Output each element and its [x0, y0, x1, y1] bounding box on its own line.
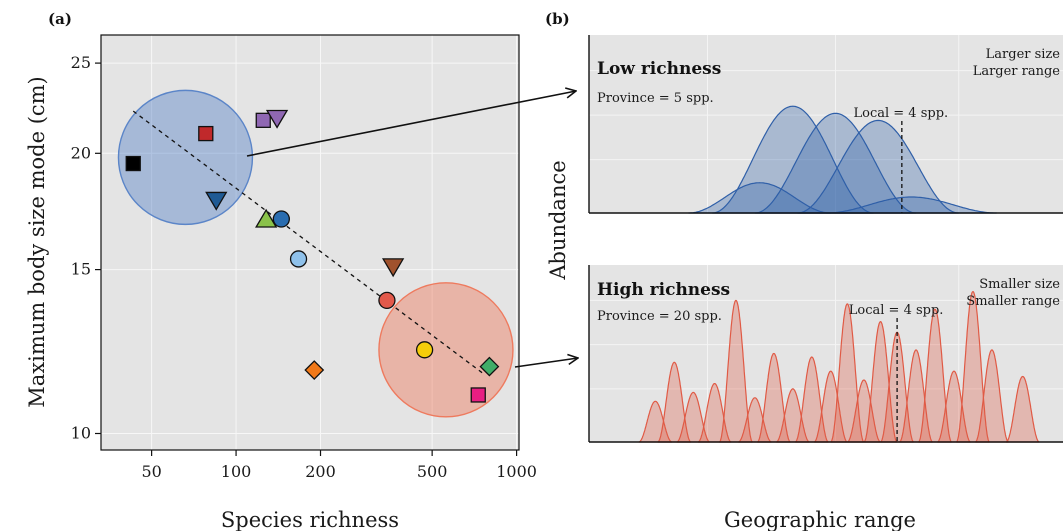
size-range-label: Larger size — [986, 47, 1061, 62]
low-richness-title: Low richness — [597, 59, 721, 79]
range-curve — [830, 303, 865, 443]
panel-b: Low richness Province = 5 spp. Local = 4 s… — [588, 35, 1063, 443]
y-tick-label: 20 — [71, 143, 91, 162]
panel-a-background — [101, 35, 519, 450]
range-curve — [1006, 375, 1040, 443]
data-point-triangle-down — [205, 191, 228, 211]
panel-a-grid — [101, 35, 519, 450]
x-tick-label: 200 — [305, 462, 336, 481]
y-tick-label: 25 — [71, 53, 91, 72]
range-curve — [863, 320, 898, 443]
x-tick-label: 100 — [221, 462, 252, 481]
data-point-square — [125, 155, 141, 172]
data-point-circle — [289, 250, 308, 268]
panel-a-ticks: 50 100 200 500 1000 10 15 20 25 — [71, 53, 537, 481]
y-axis-title: Maximum body size mode (cm) — [25, 76, 49, 408]
range-curve — [899, 349, 933, 443]
range-curve — [847, 379, 881, 443]
panel-a-label: (a) — [48, 10, 72, 28]
range-curve — [676, 391, 710, 443]
data-point-square — [198, 125, 214, 142]
highlight-circles — [117, 89, 514, 418]
high-richness-panel: High richness Province = 20 spp. Local = 4… — [588, 265, 1063, 443]
panel-b-label: (b) — [545, 10, 570, 28]
range-curve — [918, 308, 952, 443]
low-richness-circle — [117, 89, 254, 226]
range-curve — [712, 105, 874, 214]
range-curve — [975, 349, 1009, 443]
x-tick-label: 50 — [141, 462, 161, 481]
data-points — [125, 109, 500, 403]
range-curve — [956, 290, 990, 443]
size-range-label: Smaller size — [979, 277, 1060, 292]
low-richness-panel: Low richness Province = 5 spp. Local = 4 s… — [588, 35, 1063, 214]
range-curve — [826, 196, 997, 214]
range-curve — [719, 299, 753, 443]
high-richness-title: High richness — [597, 280, 730, 300]
range-curve — [754, 112, 917, 214]
local-label: Local = 4 spp. — [849, 303, 944, 318]
range-curve — [776, 388, 810, 443]
data-point-square — [255, 112, 271, 128]
range-curve — [797, 119, 959, 214]
range-curve — [657, 361, 692, 443]
province-label: Province = 5 spp. — [597, 91, 714, 106]
y-tick-label: 10 — [71, 423, 91, 442]
arrow-high-richness — [514, 358, 578, 368]
local-label: Local = 4 spp. — [854, 106, 949, 121]
trend-line — [132, 110, 484, 375]
abundance-axis-title: Abundance — [546, 160, 570, 280]
data-point-circle — [378, 291, 396, 310]
data-point-diamond — [479, 356, 500, 377]
panel-a-border — [100, 34, 520, 451]
geographic-range-axis-title: Geographic range — [724, 508, 916, 531]
x-tick-label: 500 — [417, 462, 448, 481]
size-range-label: Smaller range — [966, 294, 1060, 309]
x-axis-title: Species richness — [221, 508, 399, 531]
size-range-label: Larger range — [973, 64, 1061, 79]
province-label: Province = 20 spp. — [597, 309, 722, 324]
range-curve — [937, 370, 971, 443]
range-curve — [757, 352, 791, 443]
data-point-circle — [415, 341, 434, 359]
high-richness-circle — [378, 282, 514, 418]
x-tick-label: 1000 — [496, 462, 537, 481]
range-curve — [638, 400, 672, 443]
high-richness-background — [589, 265, 1063, 442]
data-point-square — [470, 387, 486, 403]
arrow-low-richness — [246, 91, 576, 157]
data-point-diamond — [304, 360, 325, 380]
range-curve — [814, 370, 848, 443]
data-point-triangle-up — [255, 208, 278, 228]
data-point-triangle-down — [265, 109, 289, 129]
y-tick-label: 15 — [71, 260, 91, 279]
data-point-triangle-down — [381, 258, 405, 278]
range-curve — [738, 397, 772, 443]
data-point-circle — [272, 210, 290, 228]
low-richness-background — [589, 35, 1063, 213]
range-curve — [688, 182, 831, 214]
